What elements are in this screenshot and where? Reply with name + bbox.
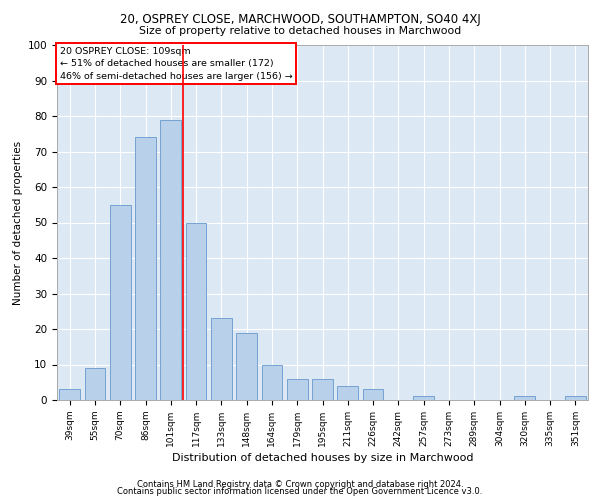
Bar <box>135 138 156 400</box>
Text: Contains HM Land Registry data © Crown copyright and database right 2024.: Contains HM Land Registry data © Crown c… <box>137 480 463 489</box>
Bar <box>514 396 535 400</box>
Bar <box>413 396 434 400</box>
Bar <box>211 318 232 400</box>
Bar <box>565 396 586 400</box>
Bar <box>110 205 131 400</box>
Bar <box>287 378 308 400</box>
Text: Contains public sector information licensed under the Open Government Licence v3: Contains public sector information licen… <box>118 488 482 496</box>
Bar <box>262 364 282 400</box>
Bar <box>186 222 206 400</box>
Bar <box>236 332 257 400</box>
Bar <box>363 390 383 400</box>
Text: 20, OSPREY CLOSE, MARCHWOOD, SOUTHAMPTON, SO40 4XJ: 20, OSPREY CLOSE, MARCHWOOD, SOUTHAMPTON… <box>119 12 481 26</box>
Bar <box>160 120 181 400</box>
X-axis label: Distribution of detached houses by size in Marchwood: Distribution of detached houses by size … <box>172 453 473 463</box>
Bar <box>59 390 80 400</box>
Text: Size of property relative to detached houses in Marchwood: Size of property relative to detached ho… <box>139 26 461 36</box>
Bar <box>337 386 358 400</box>
Text: 20 OSPREY CLOSE: 109sqm
← 51% of detached houses are smaller (172)
46% of semi-d: 20 OSPREY CLOSE: 109sqm ← 51% of detache… <box>59 47 292 81</box>
Y-axis label: Number of detached properties: Number of detached properties <box>13 140 23 304</box>
Bar <box>85 368 105 400</box>
Bar <box>312 378 333 400</box>
